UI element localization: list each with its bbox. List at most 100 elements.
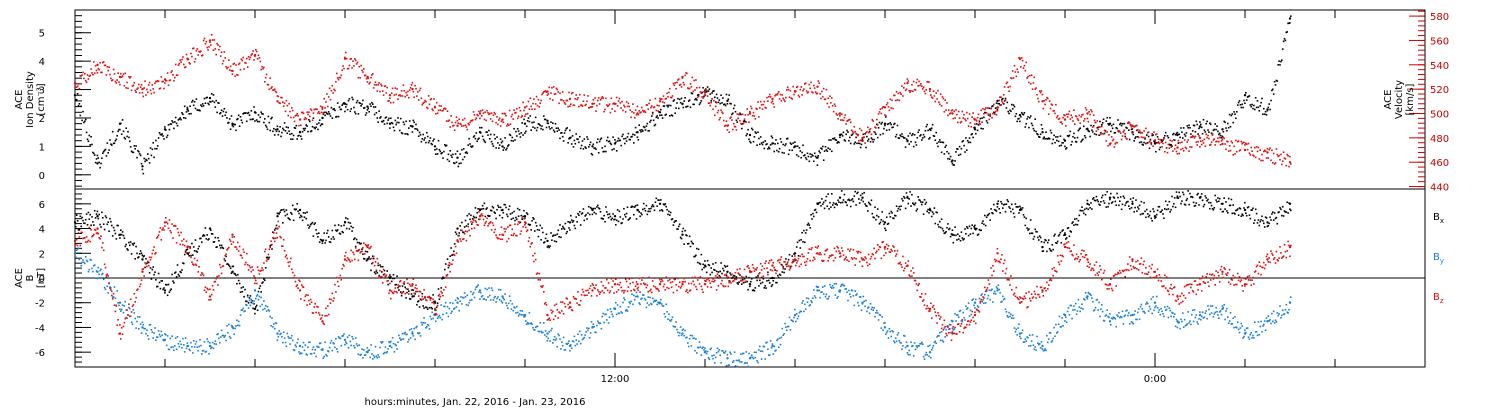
data-point	[957, 121, 959, 124]
data-point	[595, 110, 597, 112]
data-point	[516, 135, 518, 137]
data-point	[1249, 104, 1252, 106]
data-point	[1169, 144, 1171, 146]
data-point	[592, 99, 595, 101]
data-point	[354, 58, 356, 60]
data-point	[1153, 140, 1155, 143]
data-point	[292, 134, 295, 137]
data-point	[699, 102, 702, 104]
data-point	[168, 79, 171, 82]
data-point	[247, 302, 250, 304]
data-point	[213, 39, 216, 41]
data-point	[455, 161, 458, 164]
data-point	[347, 347, 350, 349]
data-point	[1227, 126, 1230, 129]
data-point	[261, 113, 263, 115]
data-point	[114, 232, 117, 235]
data-point	[176, 336, 179, 338]
data-point	[351, 230, 353, 232]
data-point	[1254, 219, 1256, 222]
data-point	[855, 204, 857, 206]
data-point	[799, 247, 802, 249]
data-point	[1255, 212, 1258, 215]
data-point	[105, 74, 108, 76]
data-point	[92, 270, 94, 273]
data-point	[379, 264, 381, 266]
data-point	[999, 212, 1001, 214]
data-point	[584, 334, 586, 336]
data-point	[599, 138, 602, 141]
data-point	[619, 102, 622, 104]
data-point	[1050, 132, 1053, 134]
data-point	[800, 86, 802, 88]
data-point	[457, 235, 460, 237]
data-point	[928, 212, 930, 214]
data-anchor-point	[208, 96, 212, 100]
data-point	[124, 138, 127, 140]
data-point	[192, 47, 194, 50]
data-point	[469, 218, 471, 221]
data-point	[313, 108, 316, 111]
data-point	[447, 153, 450, 156]
data-point	[957, 148, 959, 150]
data-point	[1226, 140, 1228, 143]
data-point	[1202, 118, 1205, 121]
data-point	[373, 83, 376, 86]
data-point	[721, 102, 723, 104]
data-point	[1244, 102, 1246, 104]
data-point	[164, 82, 166, 84]
data-point	[669, 96, 672, 99]
data-anchor-point	[96, 162, 99, 165]
data-point	[205, 40, 208, 43]
data-point	[319, 124, 322, 127]
data-point	[130, 150, 133, 153]
data-point	[481, 135, 484, 138]
data-point	[992, 112, 994, 115]
data-point	[169, 123, 172, 125]
data-point	[414, 293, 416, 295]
data-point	[723, 119, 725, 122]
data-point	[660, 114, 663, 116]
data-point	[1097, 128, 1099, 131]
data-point	[579, 104, 582, 107]
data-point	[934, 100, 937, 103]
data-point	[1035, 130, 1037, 133]
data-point	[858, 202, 861, 204]
data-point	[498, 147, 500, 149]
data-point	[731, 113, 733, 116]
data-point	[115, 138, 118, 141]
data-point	[263, 66, 265, 69]
data-point	[1265, 157, 1268, 159]
data-point	[1074, 115, 1077, 117]
data-point	[498, 206, 500, 208]
data-anchor-point	[748, 283, 752, 286]
data-point	[289, 110, 291, 113]
data-point	[1191, 136, 1193, 138]
data-point	[723, 125, 726, 127]
data-point	[75, 225, 77, 228]
data-point	[104, 64, 107, 67]
data-point	[524, 315, 526, 318]
data-point	[964, 228, 966, 230]
data-point	[904, 207, 907, 210]
data-point	[889, 216, 892, 218]
data-point	[1045, 131, 1047, 133]
data-point	[265, 310, 268, 312]
data-point	[591, 106, 594, 108]
data-point	[965, 233, 967, 235]
data-point	[873, 216, 875, 219]
data-point	[97, 217, 100, 220]
data-point	[193, 250, 196, 252]
data-point	[1138, 129, 1141, 132]
data-anchor-point	[1131, 202, 1134, 205]
data-point	[202, 349, 205, 352]
data-point	[315, 126, 317, 128]
data-point	[647, 210, 649, 213]
data-point	[185, 249, 188, 251]
data-point	[684, 229, 686, 232]
data-point	[224, 114, 226, 117]
data-point	[1038, 100, 1040, 103]
data-point	[702, 87, 704, 89]
data-point	[728, 94, 730, 96]
data-point	[190, 341, 192, 344]
